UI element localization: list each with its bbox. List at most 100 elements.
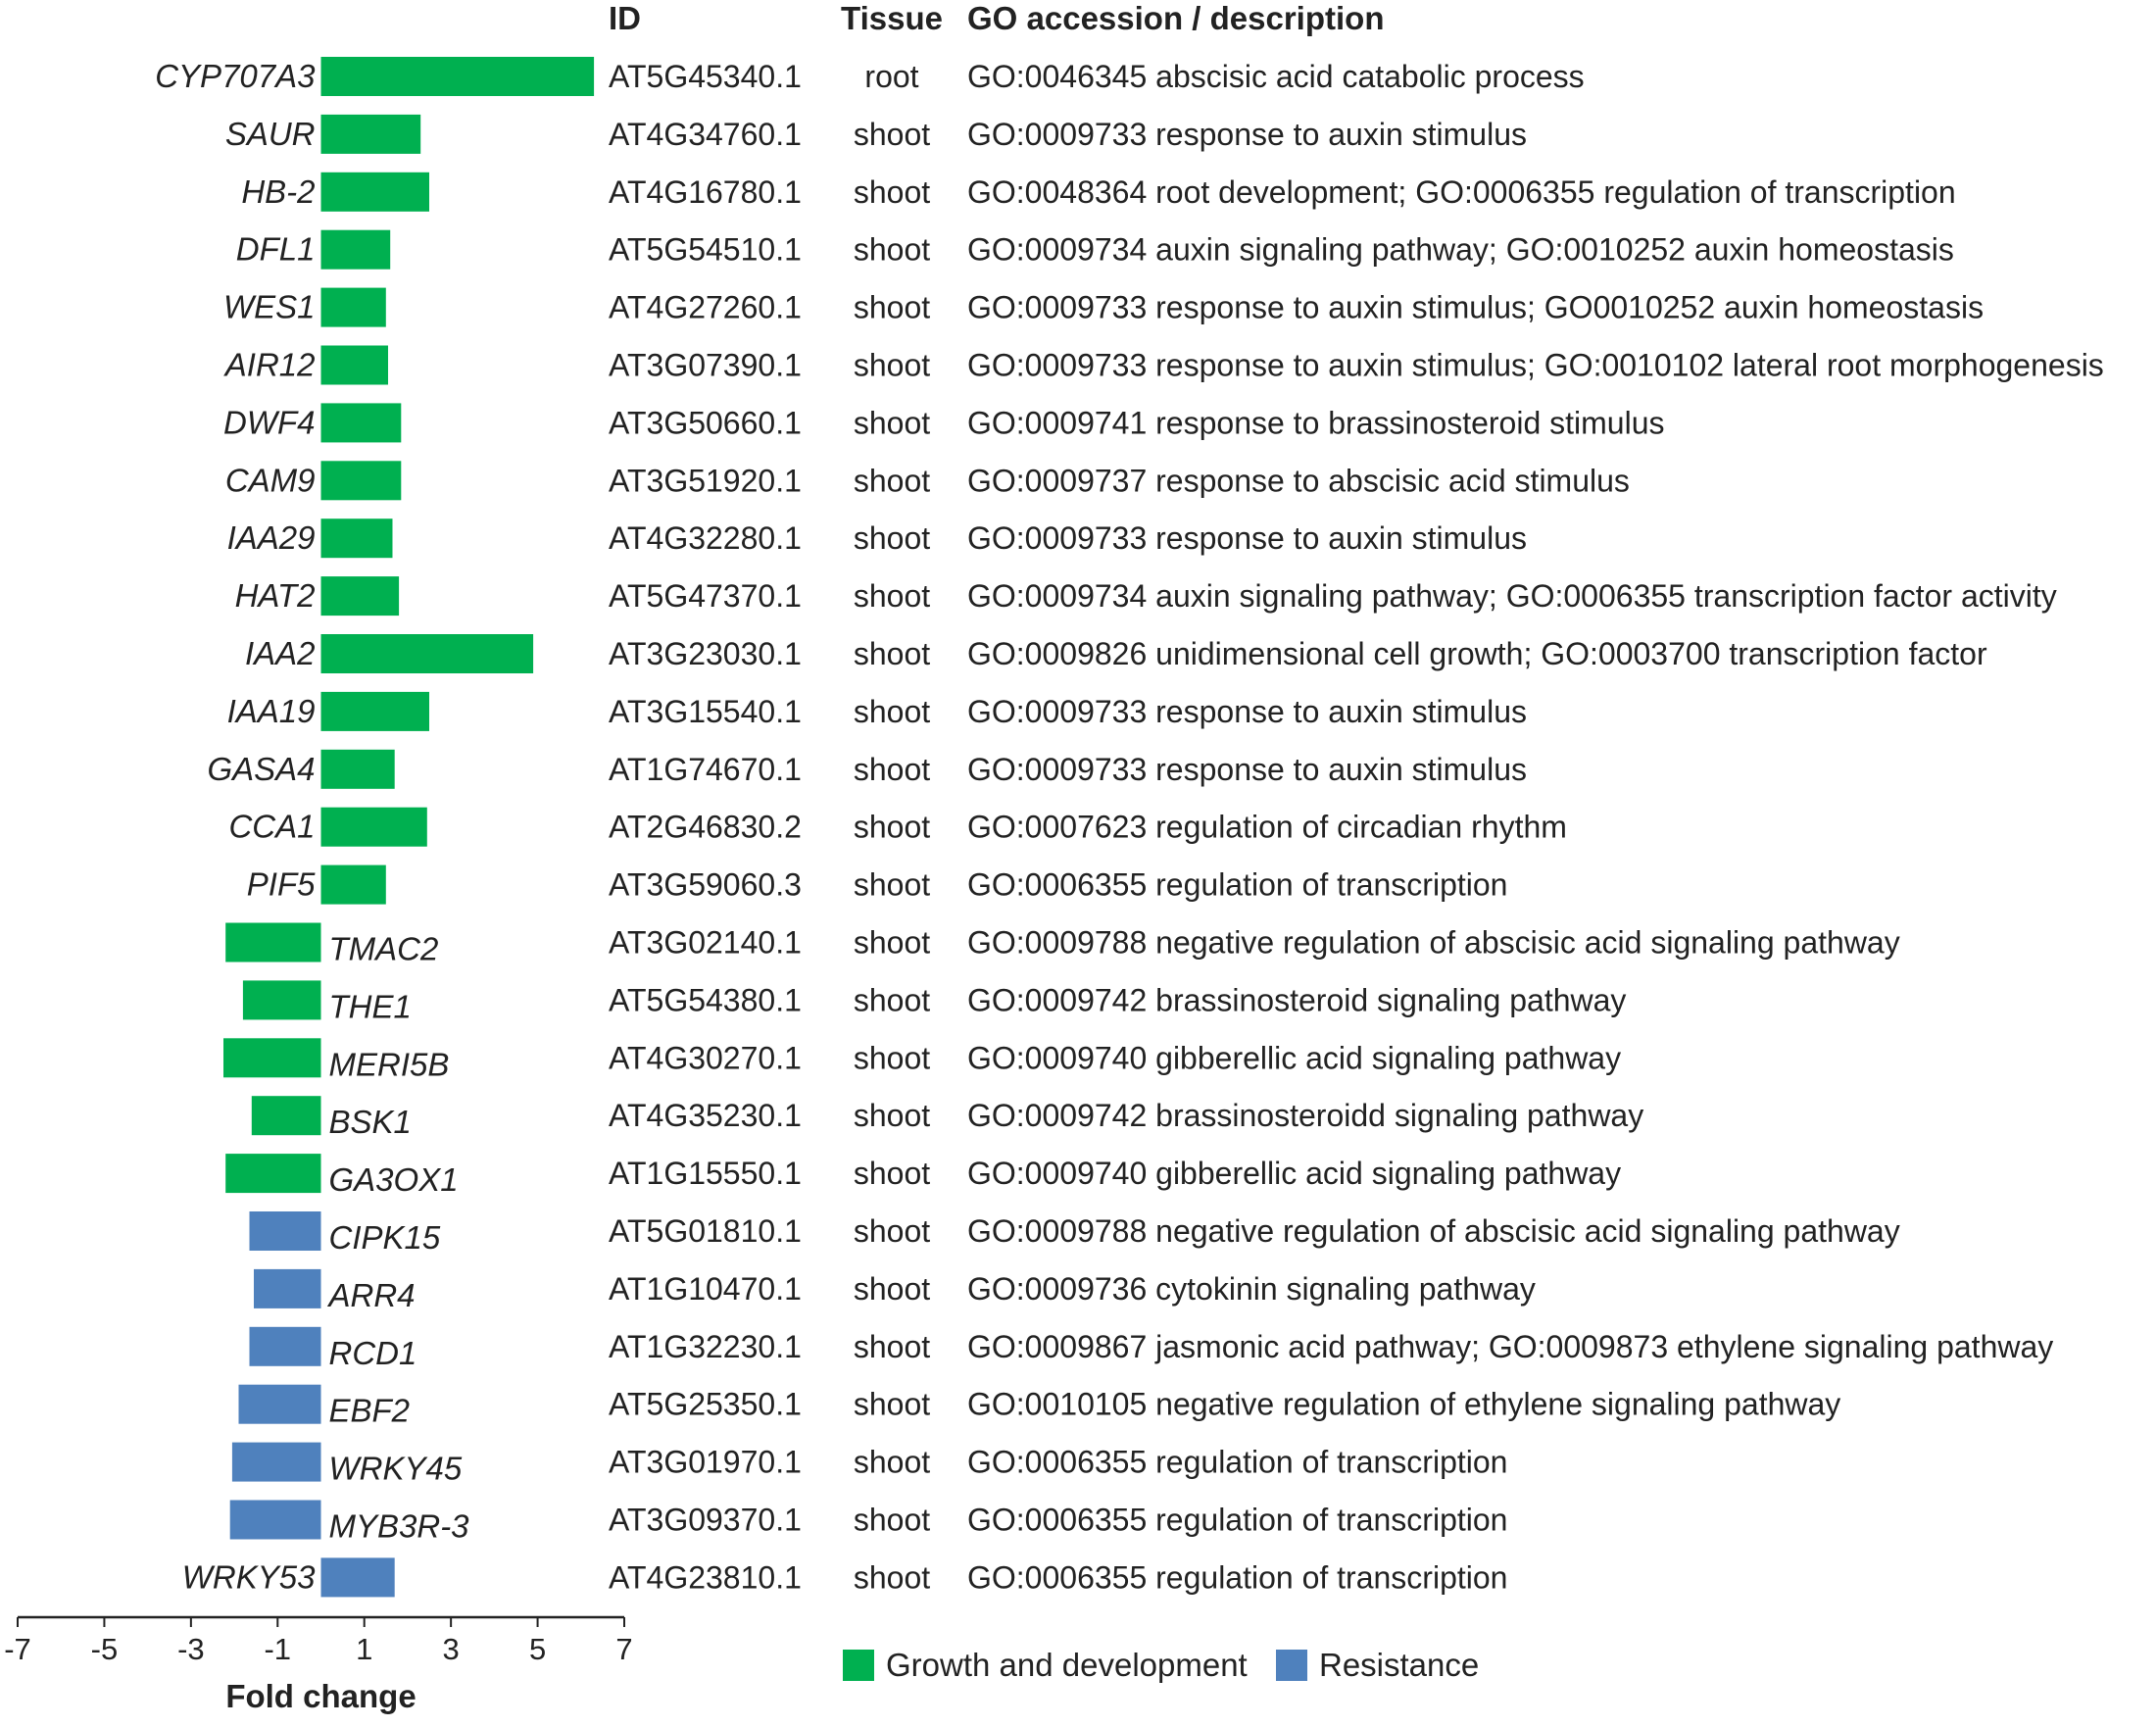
tissue-cell: shoot (854, 1503, 930, 1538)
tissue-cell: shoot (854, 1156, 930, 1191)
bar-saur (320, 114, 421, 154)
id-column-header: ID (609, 0, 641, 36)
annotation-table: AT5G45340.1 root GO:0046345 abscisic acid … (609, 59, 2104, 1595)
legend-label-resistance: Resistance (1319, 1647, 1479, 1683)
gene-label: IAA29 (227, 519, 316, 556)
x-axis-title: Fold change (225, 1678, 416, 1714)
gene-label: ARR4 (327, 1277, 416, 1313)
tissue-cell: root (864, 59, 918, 94)
x-tick-label: -1 (264, 1632, 291, 1666)
bar-cam9 (320, 461, 402, 501)
bar-cyp707a3 (320, 57, 595, 96)
go-description-cell: GO:0006355 regulation of transcription (967, 1445, 1507, 1480)
id-cell: AT3G01970.1 (609, 1445, 802, 1480)
legend-swatch-growth (843, 1650, 874, 1681)
tissue-cell: shoot (854, 1559, 930, 1595)
x-tick-label: 1 (356, 1632, 372, 1666)
id-cell: AT5G54510.1 (609, 232, 802, 268)
x-axis: -7 -5 -3 -1 1 3 5 7 Fold change (4, 1615, 633, 1714)
id-cell: AT3G59060.3 (609, 867, 802, 903)
bar-hb-2 (320, 172, 429, 212)
gene-label: CAM9 (225, 462, 316, 498)
tissue-cell: shoot (854, 348, 930, 383)
go-description-cell: GO:0009737 response to abscisic acid sti… (967, 463, 1630, 498)
bar-meri5b (223, 1038, 321, 1078)
gene-label: PIF5 (247, 866, 316, 903)
id-cell: AT1G15550.1 (609, 1156, 802, 1191)
go-description-cell: GO:0009826 unidimensional cell growth; G… (967, 636, 1987, 671)
go-description-cell: GO:0009741 response to brassinosteroid s… (967, 405, 1665, 440)
id-cell: AT3G51920.1 (609, 463, 802, 498)
tissue-cell: shoot (854, 1387, 930, 1422)
tissue-cell: shoot (854, 463, 930, 498)
bar-gasa4 (320, 749, 395, 789)
go-description-cell: GO:0048364 root development; GO:0006355 … (967, 174, 1956, 210)
x-tick-label: 3 (443, 1632, 460, 1666)
gene-label: HB-2 (241, 173, 315, 210)
bar-tmac2 (225, 922, 321, 962)
tissue-cell: shoot (854, 520, 930, 556)
go-description-cell: GO:0009733 response to auxin stimulus; G… (967, 348, 2104, 383)
go-column-header: GO accession / description (967, 0, 1384, 36)
tissue-cell: shoot (854, 232, 930, 268)
id-cell: AT1G10470.1 (609, 1271, 802, 1307)
bar-arr4 (254, 1268, 321, 1308)
go-description-cell: GO:0006355 regulation of transcription (967, 1559, 1507, 1595)
bar-iaa2 (320, 634, 534, 673)
id-cell: AT3G50660.1 (609, 405, 802, 440)
gene-label: IAA19 (227, 693, 316, 729)
gene-label: DFL1 (236, 231, 316, 268)
bar-rcd1 (249, 1326, 321, 1366)
id-cell: AT1G32230.1 (609, 1329, 802, 1364)
go-description-cell: GO:0006355 regulation of transcription (967, 1503, 1507, 1538)
gene-label: IAA2 (245, 635, 316, 671)
go-description-cell: GO:0006355 regulation of transcription (967, 867, 1507, 903)
legend: Growth and development Resistance (843, 1647, 1479, 1683)
id-cell: AT2G46830.2 (609, 810, 802, 845)
go-description-cell: GO:0009733 response to auxin stimulus (967, 752, 1527, 787)
id-cell: AT4G27260.1 (609, 290, 802, 325)
gene-label: DWF4 (223, 404, 316, 440)
gene-label: BSK1 (329, 1104, 412, 1140)
gene-label: HAT2 (235, 577, 316, 614)
gene-label: WRKY53 (182, 1558, 316, 1595)
tissue-cell: shoot (854, 1213, 930, 1249)
gene-label: MYB3R-3 (329, 1508, 470, 1545)
gene-label: RCD1 (329, 1335, 417, 1371)
legend-label-growth: Growth and development (886, 1647, 1248, 1683)
gene-label: CIPK15 (329, 1219, 441, 1256)
go-description-cell: GO:0009736 cytokinin signaling pathway (967, 1271, 1536, 1307)
id-cell: AT5G54380.1 (609, 982, 802, 1017)
tissue-cell: shoot (854, 174, 930, 210)
go-description-cell: GO:0007623 regulation of circadian rhyth… (967, 810, 1567, 845)
legend-swatch-resistance (1276, 1650, 1307, 1681)
tissue-cell: shoot (854, 1445, 930, 1480)
bar-ga3ox1 (225, 1154, 321, 1194)
tissue-cell: shoot (854, 405, 930, 440)
id-cell: AT3G02140.1 (609, 925, 802, 961)
gene-label: TMAC2 (329, 931, 439, 967)
id-cell: AT4G23810.1 (609, 1559, 802, 1595)
gene-labels: CYP707A3 SAUR HB-2 DFL1 WES1 AIR12 DWF4 CAM9 IAA… (155, 58, 469, 1595)
gene-label: EBF2 (329, 1393, 411, 1429)
id-cell: AT4G16780.1 (609, 174, 802, 210)
bar-wrky45 (231, 1442, 321, 1482)
bar-the1 (242, 980, 321, 1020)
id-cell: AT3G07390.1 (609, 348, 802, 383)
gene-label: SAUR (225, 116, 316, 152)
go-description-cell: GO:0009734 auxin signaling pathway; GO:0… (967, 578, 2057, 614)
tissue-cell: shoot (854, 1271, 930, 1307)
id-cell: AT4G35230.1 (609, 1098, 802, 1133)
go-description-cell: GO:0009742 brassinosteroid signaling pat… (967, 982, 1626, 1017)
id-cell: AT3G09370.1 (609, 1503, 802, 1538)
id-cell: AT5G25350.1 (609, 1387, 802, 1422)
bar-bsk1 (251, 1096, 321, 1136)
gene-label: CYP707A3 (155, 58, 316, 94)
gene-label: AIR12 (223, 347, 316, 383)
gene-label: MERI5B (329, 1046, 450, 1082)
bar-pif5 (320, 864, 386, 905)
tissue-cell: shoot (854, 982, 930, 1017)
gene-label: GA3OX1 (329, 1161, 459, 1198)
id-cell: AT4G32280.1 (609, 520, 802, 556)
